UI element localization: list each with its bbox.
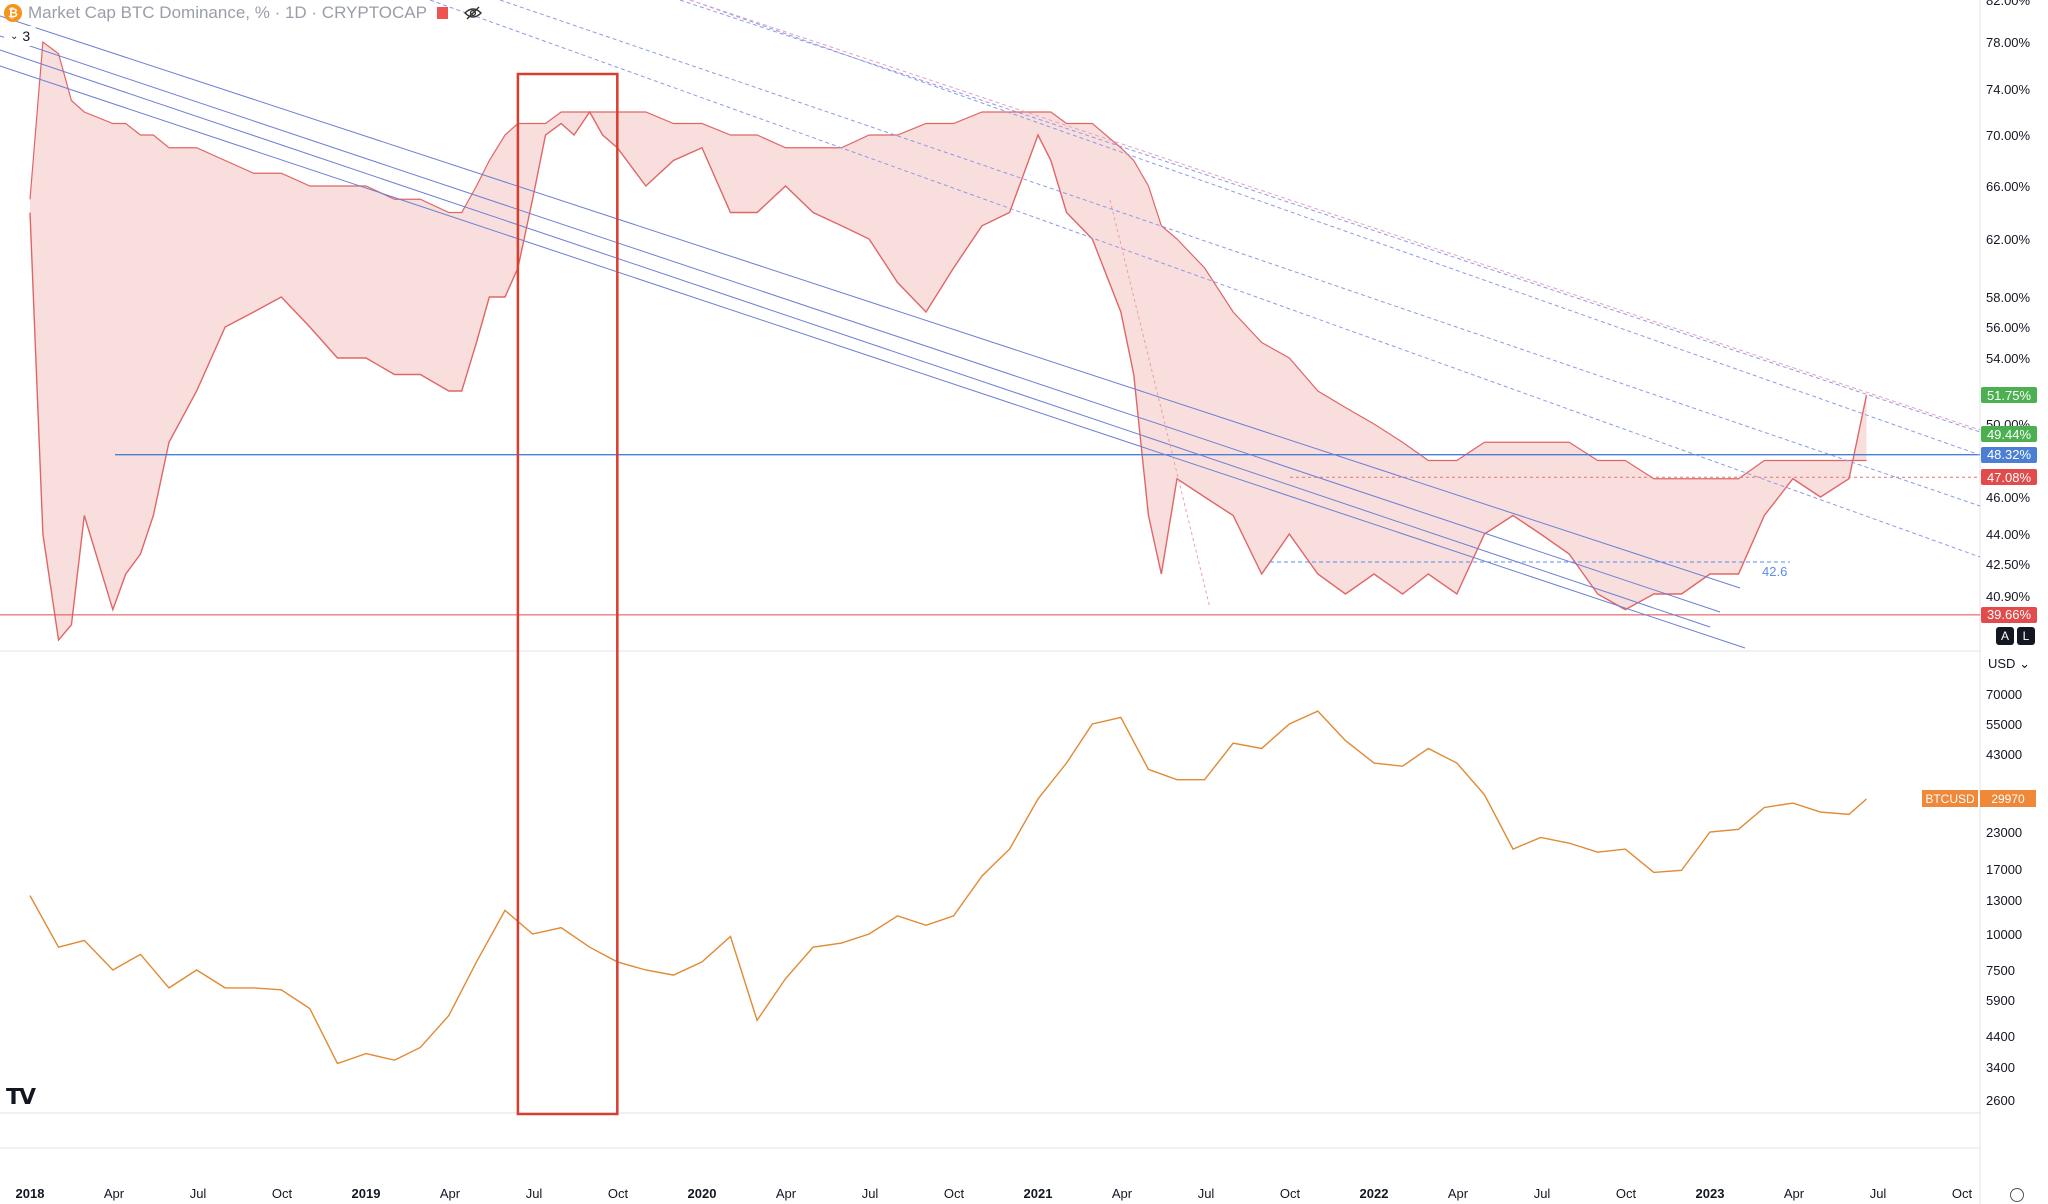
chevron-down-icon: ⌄ <box>2015 656 2030 671</box>
btcusd-pane <box>29 710 1867 1065</box>
time-axis-label: Oct <box>943 1186 965 1201</box>
settings-icon[interactable] <box>2010 1188 2024 1202</box>
steep-trend-dashed-line <box>1109 199 1211 609</box>
dominance-axis-label: 42.50% <box>1986 557 2031 572</box>
dashed-channel-line-0 <box>429 0 1981 558</box>
currency-select[interactable]: USD ⌄ <box>1988 656 2030 672</box>
range-low-label: 42.6 <box>1762 564 1788 579</box>
btcusd-axis-label: 7500 <box>1986 963 2015 978</box>
dominance-axis-label: 74.00% <box>1986 82 2031 97</box>
channel-line-1 <box>0 35 1721 613</box>
eye-hidden-icon[interactable] <box>464 6 482 20</box>
chevron-down-icon: ⌄ <box>10 30 19 42</box>
dominance-fill-area <box>30 42 1867 640</box>
dominance-axis-label: 62.00% <box>1986 232 2031 247</box>
time-axis-label: Oct <box>1951 1186 1973 1201</box>
time-axis-label: 2022 <box>1359 1186 1389 1201</box>
time-axis-label: Apr <box>1447 1186 1469 1201</box>
dominance-value-tag: 51.75% <box>1981 387 2037 404</box>
time-axis-label: Apr <box>1111 1186 1133 1201</box>
btcusd-axis-label: 4400 <box>1986 1029 2015 1044</box>
dominance-axis-label: 46.00% <box>1986 490 2031 505</box>
dominance-axis-label: 82.00% <box>1986 0 2031 8</box>
btcusd-axis-label: 23000 <box>1986 825 2023 840</box>
dominance-value-tag: 49.44% <box>1981 426 2037 443</box>
drawing-overlays <box>0 0 1981 1116</box>
series-title: Market Cap BTC Dominance, % · 1D · CRYPT… <box>28 3 427 22</box>
dashed-channel-line-1 <box>499 0 1981 507</box>
channel-line-3 <box>0 65 1746 649</box>
time-axis-label: Jul <box>189 1186 207 1201</box>
dominance-axis-label: 44.00% <box>1986 527 2031 542</box>
btcusd-axis-label: 10000 <box>1986 927 2023 942</box>
time-axis-label: 2020 <box>687 1186 717 1201</box>
flag-icon[interactable] <box>437 7 448 19</box>
btcusd-axis-label: 5900 <box>1986 993 2015 1008</box>
time-axis-label: Apr <box>439 1186 461 1201</box>
dominance-axis-label: 40.90% <box>1986 589 2031 604</box>
time-axis-label: Apr <box>103 1186 125 1201</box>
dominance-value-tag: 48.32% <box>1981 446 2037 463</box>
bitcoin-icon: ₿ <box>4 4 22 22</box>
indicator-collapse-toggle[interactable]: ⌄ 3 <box>4 26 37 46</box>
dashed-channel-line-3 <box>689 0 1981 456</box>
auto-scale-button[interactable]: A <box>1996 627 2014 645</box>
time-axis-label: Jul <box>1197 1186 1215 1201</box>
btcusd-axis-label: 13000 <box>1986 893 2023 908</box>
time-axis-label: Jul <box>1533 1186 1551 1201</box>
btcusd-axis-label: 2600 <box>1986 1093 2015 1108</box>
chart-header: ₿ Market Cap BTC Dominance, % · 1D · CRY… <box>0 0 482 26</box>
time-axis-label: 2018 <box>15 1186 45 1201</box>
btcusd-axis-label: 55000 <box>1986 717 2023 732</box>
dominance-pane <box>29 40 1868 642</box>
btcusd-tag-name: BTCUSD <box>1922 790 1978 807</box>
dashed-channel-line-2 <box>679 0 1981 433</box>
channel-line-0 <box>0 15 1741 589</box>
time-axis-label: Jul <box>861 1186 879 1201</box>
dominance-value-tag: 47.08% <box>1981 469 2037 486</box>
btcusd-axis-label: 17000 <box>1986 862 2023 877</box>
time-axis-label: 2023 <box>1695 1186 1725 1201</box>
time-axis-label: Jul <box>1869 1186 1887 1201</box>
dominance-value-tag: 39.66% <box>1981 606 2037 623</box>
dominance-series-line <box>29 110 1868 642</box>
time-axis-label: Apr <box>775 1186 797 1201</box>
dominance-axis-label: 54.00% <box>1986 351 2031 366</box>
time-axis-label: 2021 <box>1023 1186 1053 1201</box>
btcusd-last-price-tag: BTCUSD 29970 <box>1922 790 2036 807</box>
time-axis-label: Oct <box>1279 1186 1301 1201</box>
dominance-envelope-line <box>29 40 1867 480</box>
tradingview-logo: 𝗧𝗩 <box>6 1084 36 1109</box>
dominance-axis-label: 58.00% <box>1986 290 2031 305</box>
time-axis-label: Oct <box>271 1186 293 1201</box>
time-axis-label: Jul <box>525 1186 543 1201</box>
time-axis-label: Oct <box>1615 1186 1637 1201</box>
btcusd-axis-label: 70000 <box>1986 687 2023 702</box>
dominance-axis-label: 70.00% <box>1986 128 2031 143</box>
highlight-box <box>516 72 619 1116</box>
btcusd-series-line <box>29 710 1867 1065</box>
channel-line-2 <box>0 49 1711 628</box>
time-axis-label: 2019 <box>351 1186 381 1201</box>
log-scale-button[interactable]: L <box>2017 627 2035 645</box>
dominance-axis-label: 56.00% <box>1986 320 2031 335</box>
indicator-count: 3 <box>22 28 31 44</box>
btcusd-axis-label: 43000 <box>1986 747 2023 762</box>
time-axis-label: Apr <box>1783 1186 1805 1201</box>
upper-pink-dashed-line <box>689 0 1981 431</box>
dominance-axis-label: 78.00% <box>1986 35 2031 50</box>
btcusd-axis-label: 3400 <box>1986 1060 2015 1075</box>
dominance-axis-label: 66.00% <box>1986 179 2031 194</box>
time-axis-label: Oct <box>607 1186 629 1201</box>
btcusd-tag-value: 29970 <box>1980 790 2036 807</box>
currency-label: USD <box>1988 656 2016 671</box>
